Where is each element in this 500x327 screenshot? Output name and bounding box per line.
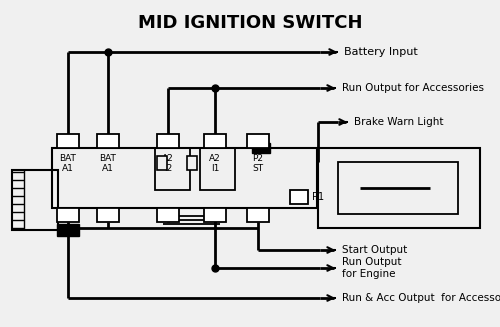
Text: BAT
A1: BAT A1 [60,154,76,173]
Bar [252,143,270,153]
Text: MID IGNITION SWITCH: MID IGNITION SWITCH [138,14,362,32]
Text: Start Output: Start Output [342,245,407,255]
Bar [57,134,79,148]
Bar [318,148,480,228]
Bar [200,148,235,190]
Text: A2
I2: A2 I2 [162,154,174,173]
Bar [97,134,119,148]
Bar [155,148,190,190]
Bar [52,148,317,208]
Text: BAT
A1: BAT A1 [100,154,116,173]
Bar [247,208,269,222]
Bar [204,208,226,222]
Text: Run Output for Accessories: Run Output for Accessories [342,83,484,93]
Bar [157,156,167,170]
Text: Run & Acc Output  for Accessories: Run & Acc Output for Accessories [342,293,500,303]
Bar [187,156,197,170]
Bar [12,170,58,230]
Bar [57,224,79,236]
Bar [57,208,79,222]
Text: P1: P1 [312,192,324,202]
Text: Brake Warn Light: Brake Warn Light [354,117,444,127]
Bar [157,208,179,222]
Bar [338,162,458,214]
Bar [97,208,119,222]
Bar [290,190,308,204]
Text: A2
I1: A2 I1 [209,154,221,173]
Text: Run Output
for Engine: Run Output for Engine [342,257,402,279]
Text: Battery Input: Battery Input [344,47,418,57]
Bar [247,134,269,148]
Text: P2
ST: P2 ST [252,154,264,173]
Bar [204,134,226,148]
Bar [157,134,179,148]
